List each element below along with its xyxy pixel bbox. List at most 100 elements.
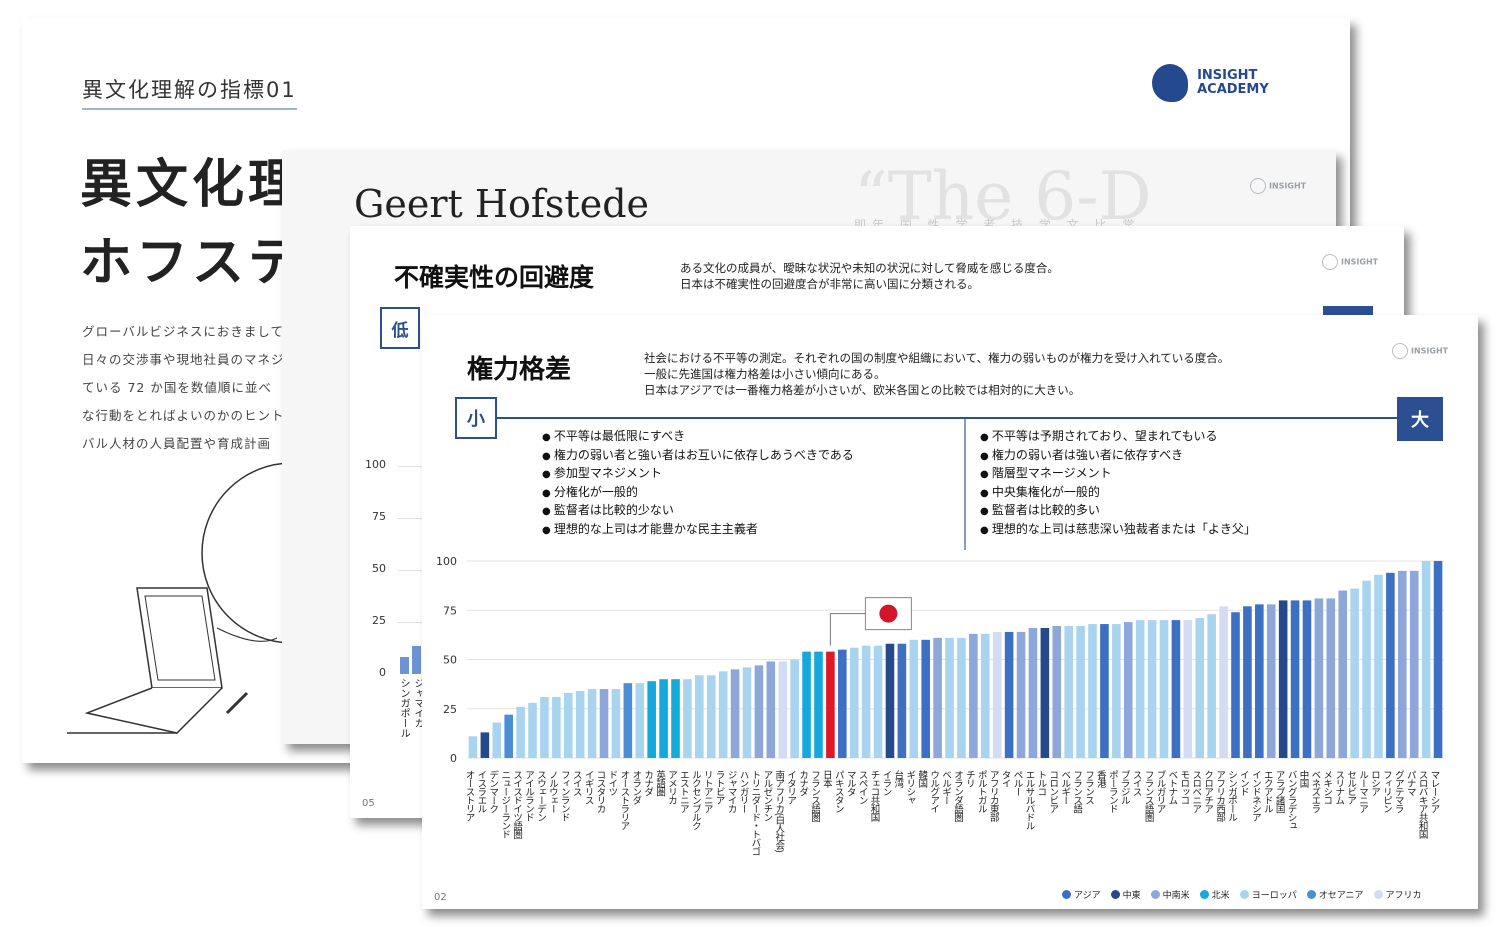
x-tick-label: エルサルバドル bbox=[1023, 770, 1035, 830]
x-tick-label: マレーシア bbox=[1429, 770, 1440, 813]
legend-label: 中東 bbox=[1122, 891, 1141, 901]
x-tick-label: ルーマニア bbox=[1357, 770, 1369, 813]
chart-bar bbox=[1398, 570, 1407, 758]
slide-description: グローバルビジネスにおきまして 日々の交渉事や現地社員のマネジメント ている 7… bbox=[82, 324, 322, 451]
chart-bar bbox=[683, 679, 692, 758]
chart-bar bbox=[492, 722, 502, 758]
globe-laptop-illustration bbox=[67, 462, 327, 734]
high-distance-traits: 不平等は予期されており、望まれてもいる 権力の弱い者は強い者に依存すべき 階層型… bbox=[980, 428, 1256, 539]
legend-label: 北米 bbox=[1211, 891, 1230, 901]
trait-item: 権力の弱い者は強い者に依存すべき bbox=[980, 447, 1256, 466]
chart-bar bbox=[1028, 627, 1038, 758]
x-tick-label: スウェーデン bbox=[535, 770, 547, 821]
chart-bar bbox=[540, 696, 549, 758]
legend-label: オセアニア bbox=[1318, 891, 1364, 901]
chart-bar bbox=[1004, 631, 1014, 758]
x-tick-label: ジャマイカ bbox=[412, 678, 423, 728]
x-tick-label: エクアドル bbox=[1262, 770, 1274, 813]
legend-item: アフリカ bbox=[1373, 888, 1422, 901]
chart-bar bbox=[516, 706, 525, 758]
chart-bar bbox=[1207, 614, 1216, 758]
chart-bar bbox=[873, 645, 883, 758]
x-tick-label: 日本 bbox=[821, 770, 833, 789]
x-tick-label: グアテマラ bbox=[1393, 770, 1405, 813]
chart-bar bbox=[969, 633, 978, 758]
chart-bar bbox=[695, 675, 704, 758]
chart-bar bbox=[1409, 570, 1419, 758]
x-tick-label: セルビア bbox=[1345, 770, 1357, 805]
chart-bar bbox=[563, 692, 573, 758]
chart-bar bbox=[1171, 620, 1181, 758]
chart-bar bbox=[885, 643, 895, 758]
chart-bar bbox=[861, 645, 871, 758]
chart-bar bbox=[897, 643, 907, 758]
y-tick: 25 bbox=[372, 614, 386, 627]
x-tick-label: イスラエル bbox=[475, 770, 487, 813]
x-tick-label: ノルウェー bbox=[547, 770, 559, 813]
chart-bar bbox=[528, 702, 537, 758]
x-tick-label: オランダ語圏 bbox=[952, 770, 964, 823]
x-tick-label: イラン bbox=[880, 770, 892, 796]
x-tick-label: リトアニア bbox=[702, 770, 714, 813]
legend-swatch bbox=[1306, 890, 1316, 899]
x-tick-label: ポーランド bbox=[1107, 770, 1119, 813]
legend-swatch bbox=[1239, 890, 1249, 899]
page-number: 02 bbox=[434, 892, 447, 903]
x-tick-label: インド bbox=[1238, 770, 1250, 796]
x-tick-label: スペイン bbox=[857, 770, 869, 804]
chart-bar bbox=[742, 667, 752, 758]
legend-label: 中南米 bbox=[1162, 891, 1190, 901]
x-tick-label: 中国 bbox=[1297, 769, 1309, 789]
y-tick: 100 bbox=[365, 458, 386, 471]
x-tick-label: フィンランド bbox=[559, 770, 570, 822]
legend-swatch bbox=[1150, 890, 1160, 899]
chart-bar bbox=[766, 661, 776, 758]
chart-legend: アジア 中東 中南米 北米 ヨーロッパ オセアニア アフリカ bbox=[1062, 888, 1422, 901]
chart-bar bbox=[992, 631, 1002, 758]
x-tick-label: ベルギー bbox=[1059, 770, 1071, 804]
chart-bar bbox=[1433, 561, 1443, 758]
trait-item: 権力の弱い者と強い者はお互いに依存しあうべきである bbox=[542, 447, 854, 466]
x-tick-label: ウルグアイ bbox=[928, 770, 940, 813]
chart-bar bbox=[575, 691, 585, 758]
chart-bar bbox=[671, 679, 680, 758]
trait-item: 監督者は比較的多い bbox=[980, 502, 1256, 521]
quote-heading: “The 6-D bbox=[854, 158, 1152, 235]
chart-bar bbox=[826, 651, 835, 758]
insight-academy-logo: INSIGHT ACADEMY bbox=[1152, 64, 1269, 102]
chart-bar bbox=[1362, 580, 1371, 758]
chart-bar bbox=[1338, 590, 1348, 758]
head-logo-icon bbox=[1392, 343, 1408, 359]
chart-bar bbox=[468, 736, 478, 758]
x-tick-label: フランス bbox=[1083, 770, 1094, 805]
x-tick-label: ブルガリア bbox=[1155, 769, 1167, 813]
x-tick-label: スロバキア共和国 bbox=[1417, 770, 1429, 840]
chart-bar bbox=[1076, 626, 1085, 758]
x-tick-label: 香港 bbox=[1095, 770, 1107, 788]
chart-bar bbox=[1350, 588, 1359, 758]
slide-eyebrow: 異文化理解の指標01 bbox=[82, 74, 297, 110]
chart-bar bbox=[1255, 604, 1264, 758]
chart-bar bbox=[552, 696, 561, 758]
x-tick-label: シンガポール bbox=[398, 678, 409, 738]
x-tick-label: ポルトガル bbox=[976, 770, 988, 813]
chart-bar bbox=[400, 657, 409, 674]
japan-callout-line bbox=[829, 613, 866, 646]
slide-title: 不確実性の回避度 bbox=[394, 263, 595, 292]
x-tick-label: アイルランド bbox=[523, 770, 535, 822]
x-tick-label: ブラジル bbox=[1119, 769, 1131, 805]
trait-item: 理想的な上司は慈悲深い独裁者または「よき父」 bbox=[980, 521, 1256, 540]
legend-label: アフリカ bbox=[1385, 891, 1422, 901]
legend-item: ヨーロッパ bbox=[1239, 888, 1297, 901]
chart-bar bbox=[623, 683, 633, 758]
chart-bar bbox=[504, 714, 513, 758]
x-tick-label: ベネズエラ bbox=[1309, 770, 1321, 813]
x-tick-label: トリニダード・トバゴ bbox=[749, 770, 761, 856]
chart-bar bbox=[706, 675, 716, 758]
trait-item: 理想的な上司は才能豊かな民主主義者 bbox=[542, 521, 854, 540]
x-tick-label: ベルギー bbox=[940, 770, 952, 804]
chart-bar bbox=[849, 647, 859, 758]
x-tick-label: ペルー bbox=[1012, 770, 1024, 796]
author-name: Geert Hofstede bbox=[354, 182, 650, 226]
